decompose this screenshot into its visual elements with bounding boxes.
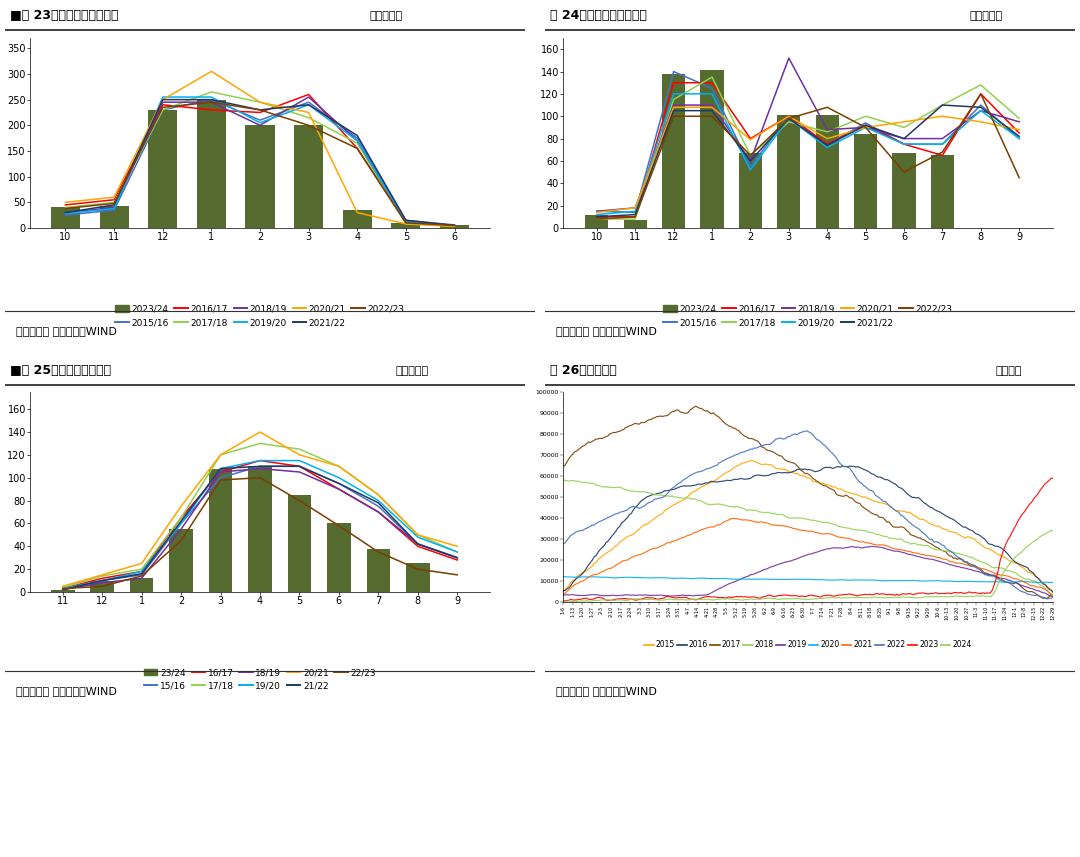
Bar bbox=[170, 529, 193, 592]
Bar bbox=[440, 225, 469, 228]
Legend: 2015, 2016, 2017, 2018, 2019, 2020, 2021, 2022, 2023, 2024: 2015, 2016, 2017, 2018, 2019, 2020, 2021… bbox=[642, 638, 975, 652]
Text: ■图 23：全国月度食糖产量: ■图 23：全国月度食糖产量 bbox=[10, 9, 119, 22]
Bar bbox=[208, 469, 232, 592]
Text: 数据来源： 銀河期货，WIND: 数据来源： 銀河期货，WIND bbox=[555, 686, 657, 696]
Text: 数据来源： 銀河期货，WIND: 数据来源： 銀河期货，WIND bbox=[555, 326, 657, 336]
Text: 数据来源： 銀河期货，WIND: 数据来源： 銀河期货，WIND bbox=[15, 686, 117, 696]
Bar bbox=[701, 70, 724, 228]
Bar bbox=[51, 590, 75, 592]
Bar bbox=[148, 110, 177, 228]
Bar bbox=[366, 548, 390, 592]
Bar bbox=[51, 207, 80, 228]
Bar bbox=[342, 210, 372, 228]
Bar bbox=[327, 524, 351, 592]
Text: ■图 25：云南第三方库存: ■图 25：云南第三方库存 bbox=[10, 364, 111, 377]
Bar bbox=[931, 155, 954, 228]
Bar bbox=[854, 134, 877, 228]
Bar bbox=[197, 99, 226, 228]
Text: 图 26：白糖仓单: 图 26：白糖仓单 bbox=[551, 364, 617, 377]
Bar bbox=[778, 115, 800, 228]
Text: 数据来源： 銀河期货，WIND: 数据来源： 銀河期货，WIND bbox=[15, 326, 117, 336]
Bar bbox=[130, 578, 153, 592]
Text: 图 24：全国月度食糖销量: 图 24：全国月度食糖销量 bbox=[551, 9, 647, 22]
Text: 单位：张: 单位：张 bbox=[996, 366, 1022, 375]
Bar bbox=[623, 220, 647, 228]
Text: 单位：万吨: 单位：万吨 bbox=[369, 10, 402, 21]
Legend: 23/24, 15/16, 16/17, 17/18, 18/19, 19/20, 20/21, 21/22, 22/23: 23/24, 15/16, 16/17, 17/18, 18/19, 19/20… bbox=[140, 664, 380, 694]
Bar bbox=[739, 153, 761, 228]
Bar bbox=[391, 223, 420, 228]
Bar bbox=[91, 580, 114, 592]
Bar bbox=[99, 207, 129, 228]
Bar bbox=[585, 214, 608, 228]
Bar bbox=[245, 125, 274, 228]
Text: 单位：万吨: 单位：万吨 bbox=[969, 10, 1002, 21]
Legend: 2023/24, 2015/16, 2016/17, 2017/18, 2018/19, 2019/20, 2020/21, 2021/22, 2022/23: 2023/24, 2015/16, 2016/17, 2017/18, 2018… bbox=[660, 301, 956, 331]
Legend: 2023/24, 2015/16, 2016/17, 2017/18, 2018/19, 2019/20, 2020/21, 2021/22, 2022/23: 2023/24, 2015/16, 2016/17, 2017/18, 2018… bbox=[112, 301, 408, 331]
Text: 单位：万吨: 单位：万吨 bbox=[395, 366, 428, 375]
Bar bbox=[287, 494, 311, 592]
Bar bbox=[662, 74, 685, 228]
Bar bbox=[815, 115, 839, 228]
Bar bbox=[248, 466, 272, 592]
Bar bbox=[406, 563, 430, 592]
Bar bbox=[892, 153, 916, 228]
Bar bbox=[294, 125, 323, 228]
